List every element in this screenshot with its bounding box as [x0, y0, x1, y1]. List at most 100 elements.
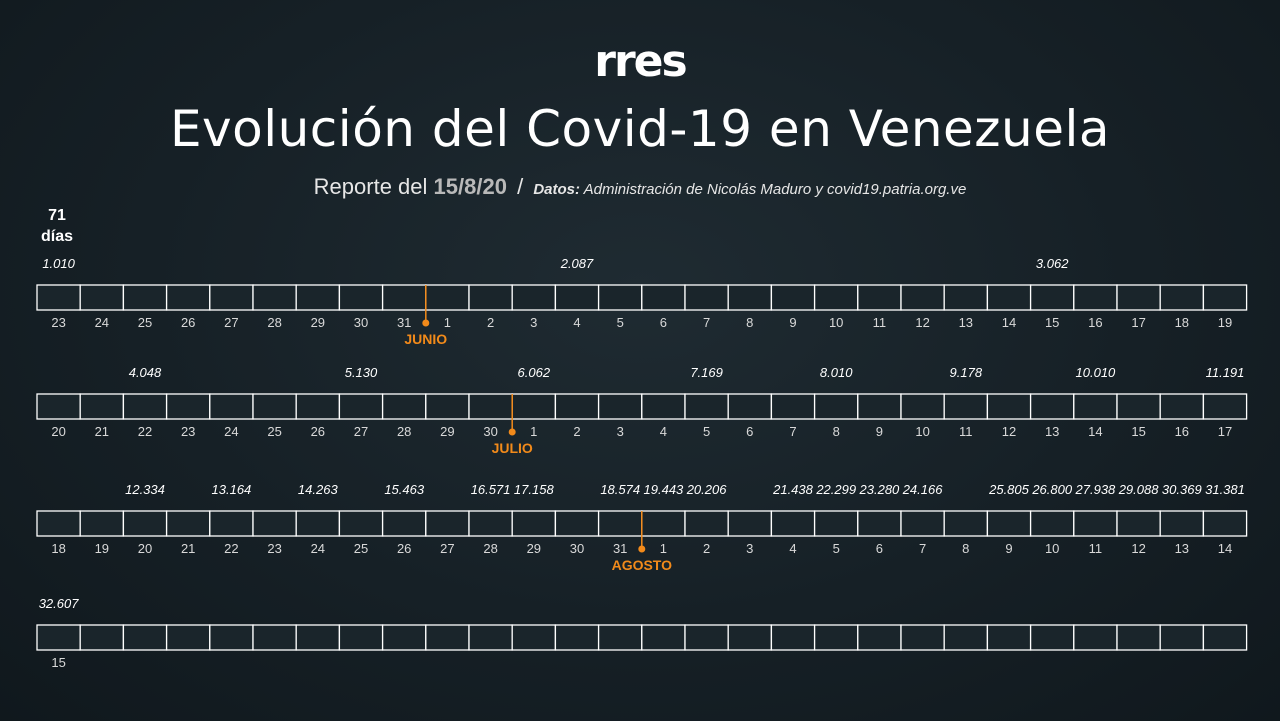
- day-label: 22: [224, 541, 238, 556]
- report-subtitle: Reporte del 15/8/20 / Datos: Administrac…: [0, 174, 1280, 200]
- day-cell: [1029, 393, 1075, 420]
- day-cell: [684, 624, 729, 651]
- day-cell: [900, 284, 945, 311]
- case-count-label: 2.087: [560, 256, 594, 271]
- day-cell: [857, 393, 902, 420]
- day-cell: [857, 284, 902, 311]
- case-count-label: 30.369: [1162, 482, 1202, 497]
- day-cell: [986, 624, 1032, 651]
- case-count-label: 3.062: [1036, 256, 1069, 271]
- case-count-label: 22.299: [815, 482, 856, 497]
- highlight-cell: [813, 393, 859, 420]
- day-cell: [381, 393, 427, 420]
- day-cell: [770, 624, 816, 651]
- day-cell: [1159, 624, 1205, 651]
- highlight-cell: [900, 510, 945, 537]
- day-label: 9: [876, 424, 883, 439]
- day-label: 16: [1088, 315, 1102, 330]
- case-count-label: 11.191: [1206, 365, 1245, 380]
- highlight-cell: [597, 510, 643, 537]
- day-cell: [857, 624, 902, 651]
- day-cell: [770, 393, 816, 420]
- day-label: 3: [617, 424, 624, 439]
- day-cell: [122, 624, 168, 651]
- day-label: 7: [703, 315, 710, 330]
- day-cell: [1029, 624, 1075, 651]
- day-cell: [468, 393, 513, 420]
- report-date: 15/8/20: [433, 174, 507, 199]
- day-label: 20: [138, 541, 152, 556]
- day-label: 26: [311, 424, 325, 439]
- day-label: 5: [833, 541, 840, 556]
- highlight-cell: [857, 510, 902, 537]
- month-marker-dot: [508, 428, 516, 436]
- day-label: 24: [311, 541, 325, 556]
- day-label: 11: [1089, 541, 1103, 556]
- case-count-label: 1.010: [42, 256, 75, 271]
- day-cell: [209, 284, 254, 311]
- case-count-label: 7.169: [690, 365, 723, 380]
- day-label: 29: [440, 424, 454, 439]
- day-label: 14: [1002, 315, 1016, 330]
- day-cell: [511, 284, 557, 311]
- day-cell: [554, 393, 600, 420]
- day-label: 15: [51, 655, 65, 670]
- day-label: 24: [224, 424, 238, 439]
- highlight-cell: [986, 510, 1032, 537]
- day-cell: [641, 284, 686, 311]
- case-count-label: 9.178: [950, 365, 983, 380]
- day-cell: [1159, 393, 1205, 420]
- day-cell: [597, 393, 643, 420]
- day-cell: [813, 284, 859, 311]
- report-prefix: Reporte del: [313, 174, 428, 199]
- case-count-label: 26.800: [1031, 482, 1073, 497]
- case-count-label: 10.010: [1076, 365, 1117, 380]
- day-cell: [1073, 284, 1118, 311]
- day-label: 31: [397, 315, 411, 330]
- day-cell: [165, 510, 211, 537]
- day-cell: [209, 624, 254, 651]
- day-cell: [900, 624, 945, 651]
- day-label: 27: [354, 424, 368, 439]
- day-cell: [1073, 624, 1118, 651]
- day-label: 14: [1218, 541, 1232, 556]
- day-cell: [641, 624, 686, 651]
- case-count-label: 25.805: [988, 482, 1030, 497]
- day-cell: [165, 284, 211, 311]
- day-label: 16: [1175, 424, 1189, 439]
- day-label: 14: [1088, 424, 1102, 439]
- highlight-cell: [381, 510, 427, 537]
- day-label: 17: [1131, 315, 1145, 330]
- highlight-cell: [1202, 393, 1248, 420]
- page-title: Evolución del Covid-19 en Venezuela: [169, 100, 1111, 158]
- day-label: 5: [703, 424, 710, 439]
- day-label: 8: [833, 424, 840, 439]
- days-counter-value: 71: [48, 207, 66, 224]
- day-label: 13: [1175, 541, 1189, 556]
- day-cell: [425, 284, 470, 311]
- day-cell: [425, 510, 470, 537]
- case-count-label: 27.938: [1075, 482, 1117, 497]
- highlight-cell: [1029, 284, 1075, 311]
- highlight-cell: [943, 393, 989, 420]
- day-label: 6: [660, 315, 667, 330]
- day-cell: [770, 284, 816, 311]
- month-marker-dot: [422, 319, 430, 327]
- day-cell: [597, 284, 643, 311]
- day-cell: [511, 624, 557, 651]
- day-label: 13: [1045, 424, 1059, 439]
- day-label: 2: [573, 424, 580, 439]
- case-count-label: 6.062: [518, 365, 551, 380]
- day-cell: [295, 624, 341, 651]
- highlight-cell: [1116, 510, 1161, 537]
- day-label: 27: [224, 315, 238, 330]
- day-label: 29: [311, 315, 325, 330]
- day-cell: [727, 624, 773, 651]
- highlight-cell: [641, 510, 686, 537]
- day-cell: [381, 284, 427, 311]
- highlight-cell: [554, 284, 600, 311]
- highlight-cell: [511, 393, 557, 420]
- days-counter-unit: días: [40, 228, 73, 245]
- day-cell: [79, 510, 125, 537]
